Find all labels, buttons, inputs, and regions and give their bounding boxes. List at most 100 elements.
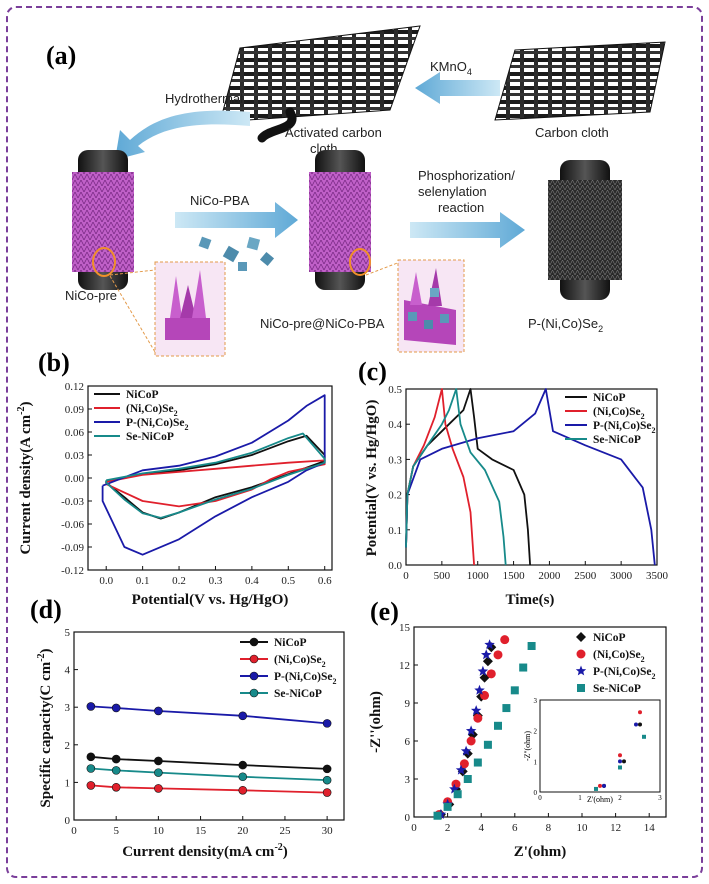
nico-pre-electrode-icon bbox=[72, 150, 134, 290]
panel-c-gcd-chart: (c) 0 500 1000 1500 2000 2500 3000 3500 0.0 0.1 0.… bbox=[358, 357, 669, 608]
panel-e-label: (e) bbox=[370, 597, 399, 626]
legend-label-NiCoP: NiCoP bbox=[126, 389, 159, 401]
capacity-point bbox=[322, 788, 332, 797]
capacity-point bbox=[111, 766, 121, 775]
data-point bbox=[453, 790, 462, 799]
legend-marker-NiCoSe2 bbox=[249, 654, 259, 664]
capacity-point bbox=[154, 768, 163, 777]
inset-y-tick-label: 3 bbox=[534, 697, 538, 705]
x-tick-label: 0.3 bbox=[209, 575, 223, 587]
x-tick-label: 8 bbox=[546, 822, 552, 834]
data-point bbox=[484, 639, 495, 650]
panel-d-xlabel: Current density(mA cm bbox=[122, 844, 275, 860]
panel-d-ylabel: Specific capacity(C cm bbox=[38, 661, 54, 807]
data-point bbox=[470, 705, 482, 715]
y-tick-label: 1 bbox=[65, 777, 71, 789]
panel-a-label: (a) bbox=[46, 41, 76, 70]
x-tick-label: 2 bbox=[445, 822, 451, 834]
y-tick-label: 2 bbox=[65, 740, 71, 752]
panel-d-label: (d) bbox=[30, 595, 62, 624]
legend-label-PNiCoSe2: P-(Ni,Co)Se2 bbox=[126, 417, 188, 432]
data-point bbox=[483, 740, 492, 749]
data-point bbox=[576, 649, 586, 659]
inset-x-tick-label: 0 bbox=[538, 794, 542, 802]
y-tick-label: -0.06 bbox=[61, 519, 84, 531]
product-electrode-icon bbox=[548, 160, 622, 300]
carbon-cloth-label: Carbon cloth bbox=[535, 125, 609, 140]
hydrothermal-arrow-icon bbox=[115, 110, 250, 160]
data-point bbox=[493, 650, 503, 660]
inset-point bbox=[638, 722, 642, 727]
panel-b-ylabel: Current density(A cm bbox=[18, 414, 34, 554]
nanosheet-zoom-icon bbox=[109, 261, 226, 357]
capacity-point bbox=[322, 719, 332, 728]
y-tick-label: 0.03 bbox=[65, 450, 85, 462]
inset-point bbox=[618, 753, 622, 758]
svg-text:Current density(A cm-2): Current density(A cm-2) bbox=[16, 401, 34, 554]
panel-e-inset: 0 1 2 3 0 1 2 3 Z'(ohm) -Z''(ohm) bbox=[523, 697, 662, 804]
kmno4-sub: 4 bbox=[467, 67, 472, 77]
x-tick-label: 3500 bbox=[646, 570, 669, 582]
y-tick-label: 0.5 bbox=[388, 384, 402, 396]
y-tick-label: -0.12 bbox=[61, 565, 84, 577]
legend-label-NiCoSe2: (Ni,Co)Se2 bbox=[593, 406, 645, 421]
x-tick-label: 2500 bbox=[574, 570, 597, 582]
y-tick-label: 0.0 bbox=[388, 560, 402, 572]
x-tick-label: 1000 bbox=[467, 570, 490, 582]
capacity-line-PNiCoSe2 bbox=[90, 705, 328, 725]
x-tick-label: 5 bbox=[113, 825, 119, 837]
y-tick-label: 12 bbox=[399, 660, 410, 672]
x-tick-label: 0 bbox=[411, 822, 417, 834]
panel-e-plot-frame bbox=[413, 626, 667, 818]
data-point bbox=[466, 736, 476, 746]
panel-d-ylabel-end: ) bbox=[38, 648, 54, 653]
y-tick-label: 6 bbox=[405, 736, 411, 748]
x-tick-label: 14 bbox=[644, 822, 656, 834]
x-tick-label: 0 bbox=[71, 825, 77, 837]
inset-xlabel: Z'(ohm) bbox=[587, 795, 613, 804]
inset-point bbox=[642, 734, 646, 739]
capacity-point bbox=[238, 760, 248, 770]
data-point bbox=[465, 725, 477, 736]
panel-c-label: (c) bbox=[358, 357, 387, 386]
y-tick-label: -0.03 bbox=[61, 496, 84, 508]
legend-marker-PNiCoSe2 bbox=[249, 671, 259, 681]
legend-label-SeNiCoP: Se-NiCoP bbox=[593, 434, 641, 446]
cv-loop-PNiCoSe2 bbox=[101, 394, 326, 556]
panel-b-ylabel-end: ) bbox=[18, 401, 34, 406]
inset-ylabel: -Z''(ohm) bbox=[523, 731, 532, 761]
cv-loop-SeNiCoP bbox=[105, 432, 326, 519]
y-tick-label: 0.09 bbox=[65, 404, 85, 416]
pba-cubes-icon bbox=[198, 236, 275, 271]
x-tick-label: 30 bbox=[322, 825, 334, 837]
nico-pre-label: NiCo-pre bbox=[65, 288, 117, 303]
x-tick-label: 10 bbox=[577, 822, 589, 834]
inset-x-tick-label: 2 bbox=[618, 794, 622, 802]
legend-label-NiCoP: NiCoP bbox=[593, 632, 626, 644]
inset-point bbox=[598, 783, 602, 788]
inset-y-tick-label: 0 bbox=[534, 789, 538, 797]
dashed-frame bbox=[6, 6, 703, 878]
capacity-point bbox=[86, 702, 96, 711]
data-point bbox=[473, 758, 482, 767]
hydrothermal-label: Hydrothermal bbox=[165, 91, 243, 106]
panel-c-plot-frame bbox=[405, 388, 658, 566]
y-tick-label: 0.1 bbox=[388, 525, 402, 537]
panel-b-label: (b) bbox=[38, 348, 70, 377]
data-point bbox=[474, 684, 485, 695]
x-tick-label: 0.4 bbox=[245, 575, 259, 587]
inset-point bbox=[594, 786, 598, 791]
panel-b-xlabel: Potential(V vs. Hg/HgO) bbox=[132, 592, 289, 608]
capacity-point bbox=[238, 772, 248, 782]
x-tick-label: 10 bbox=[153, 825, 165, 837]
nico-pre-pba-label: NiCo-pre@NiCo-PBA bbox=[260, 316, 385, 331]
data-point bbox=[527, 642, 536, 650]
capacity-point bbox=[86, 752, 96, 762]
y-tick-label: 15 bbox=[399, 622, 411, 634]
panel-d-ylabel-sup: -2 bbox=[36, 653, 47, 661]
panel-b-ylabel-sup: -2 bbox=[16, 406, 27, 414]
inset-point bbox=[634, 722, 638, 727]
legend-label-SeNiCoP: Se-NiCoP bbox=[126, 431, 174, 443]
x-tick-label: 4 bbox=[478, 822, 484, 834]
